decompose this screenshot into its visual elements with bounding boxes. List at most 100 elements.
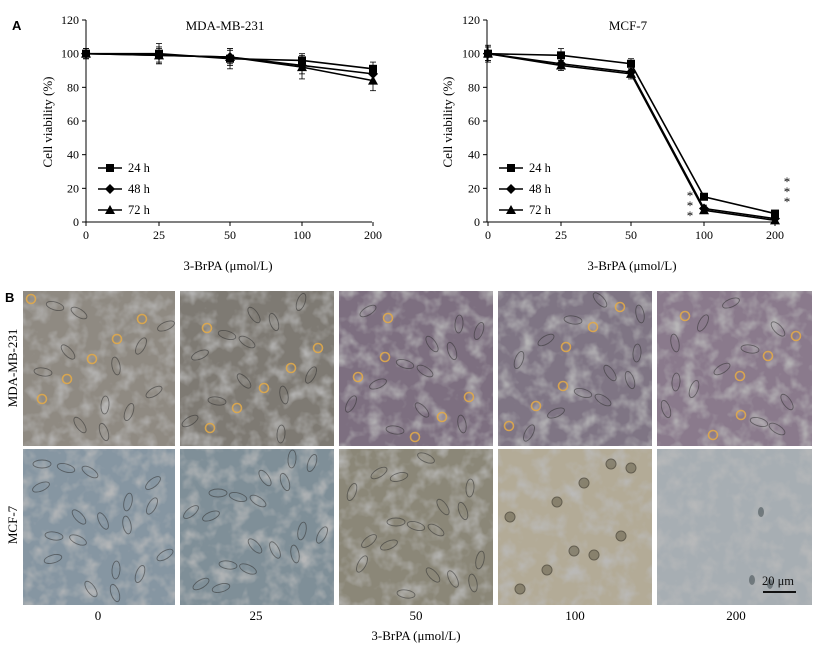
- rounded-cell: [379, 351, 391, 363]
- micrograph-texture: [180, 449, 334, 605]
- cell-outline: [60, 344, 76, 360]
- cell-debris: [767, 579, 773, 589]
- y-tick-label: 40: [67, 148, 79, 162]
- rounded-cell: [557, 380, 569, 392]
- cell-outline: [573, 387, 593, 399]
- cell-outline: [603, 364, 617, 382]
- cell-outline: [523, 424, 535, 442]
- cell-outline: [157, 320, 175, 332]
- legend-marker: [507, 164, 515, 172]
- cell-outline: [84, 580, 98, 598]
- rounded-cell: [61, 373, 73, 385]
- cell-outline: [361, 534, 377, 548]
- cell-outline: [32, 459, 52, 469]
- rounded-cell: [86, 353, 98, 365]
- cell-outline: [191, 349, 209, 361]
- y-tick-label: 40: [468, 148, 480, 162]
- row-label-mda-mb-231: MDA-MB-231: [5, 329, 20, 408]
- legend-label: 24 h: [529, 161, 552, 175]
- rounded-cell: [530, 400, 542, 412]
- data-point: [626, 68, 636, 78]
- cell-outline: [192, 577, 210, 591]
- cell-outline: [414, 402, 430, 418]
- chart-mcf-7: MCF-7 Cell viability (%) 3-BrPA (μmol/L)…: [440, 13, 790, 273]
- cell-outline: [457, 414, 467, 434]
- chart-title: MDA-MB-231: [186, 18, 265, 33]
- rounded-cell: [25, 293, 37, 305]
- micrograph-texture: [657, 291, 812, 446]
- cell-outline: [56, 462, 76, 474]
- cell-outline: [73, 416, 87, 434]
- micrograph-x-axis-label: 3-BrPA (μmol/L): [371, 628, 460, 643]
- cell-outline: [465, 478, 475, 498]
- panel-a-label: A: [12, 18, 22, 33]
- micrograph-panel: MDA-MB-231 MCF-7 20 μm 0 25 50 100 200 3…: [5, 291, 812, 643]
- data-point: [225, 52, 235, 62]
- cell-outline: [389, 472, 409, 482]
- rounded-cell: [587, 321, 599, 333]
- cell-outline: [146, 497, 158, 515]
- cell-outline: [32, 481, 50, 493]
- micrograph-texture: [23, 449, 175, 605]
- micrograph-texture: [498, 291, 652, 446]
- cell-outline: [406, 520, 426, 532]
- cell-outline: [295, 292, 307, 312]
- legend-marker: [105, 184, 115, 194]
- cell-outline: [457, 501, 469, 521]
- rounded-cell: [560, 341, 572, 353]
- cell-outline: [475, 550, 485, 570]
- cell-outline: [122, 515, 132, 535]
- cell-outline: [305, 366, 317, 384]
- cell-outline: [740, 344, 760, 354]
- x-tick-label: 0: [83, 228, 89, 242]
- cell-outline: [228, 491, 248, 503]
- cell-outline: [81, 465, 99, 479]
- rounded-cell: [352, 371, 364, 383]
- cell-outline: [316, 526, 328, 544]
- cell-outline: [181, 414, 199, 428]
- y-tick-label: 0: [73, 215, 79, 229]
- cell-outline: [249, 494, 267, 508]
- y-tick-label: 120: [462, 13, 480, 27]
- significance-star: *: [687, 208, 694, 223]
- y-tick-label: 120: [61, 13, 79, 27]
- micrograph-texture: [339, 449, 493, 605]
- cell-outline: [417, 452, 435, 464]
- legend-label: 72 h: [529, 203, 552, 217]
- rounded-cell: [436, 411, 448, 423]
- x-tick-label: 200: [766, 228, 784, 242]
- cell-outline: [100, 395, 110, 415]
- chart-mda-mb-231: MDA-MB-231 Cell viability (%) 3-BrPA (μm…: [40, 13, 382, 273]
- cell-outline: [396, 589, 416, 599]
- significance-star: *: [784, 194, 791, 209]
- y-axis-label: Cell viability (%): [40, 77, 55, 168]
- detached-cell: [514, 583, 526, 595]
- cell-outline: [624, 370, 636, 390]
- rounded-cell: [111, 333, 123, 345]
- legend-label: 24 h: [128, 161, 151, 175]
- cell-outline: [671, 372, 681, 392]
- cell-outline: [370, 466, 388, 480]
- rounded-cell: [735, 409, 747, 421]
- micrograph-texture: [23, 291, 175, 446]
- rounded-cell: [136, 313, 148, 325]
- cell-outline: [33, 367, 53, 377]
- cell-outline: [145, 476, 161, 490]
- cell-outline: [287, 449, 297, 469]
- cell-outline: [98, 422, 110, 442]
- y-tick-label: 80: [67, 80, 79, 94]
- column-label-200: 200: [726, 608, 746, 623]
- rounded-cell: [463, 391, 475, 403]
- cell-outline: [236, 373, 252, 389]
- cell-outline: [97, 512, 109, 530]
- cell-outline: [45, 300, 65, 312]
- cell-outline: [211, 583, 231, 593]
- cell-outline: [279, 472, 291, 492]
- rounded-cell: [503, 420, 515, 432]
- data-point: [483, 48, 493, 58]
- micrograph-texture: [339, 291, 493, 446]
- cell-outline: [592, 292, 608, 308]
- y-tick-label: 0: [474, 215, 480, 229]
- cell-outline: [425, 335, 439, 353]
- cell-outline: [454, 314, 464, 334]
